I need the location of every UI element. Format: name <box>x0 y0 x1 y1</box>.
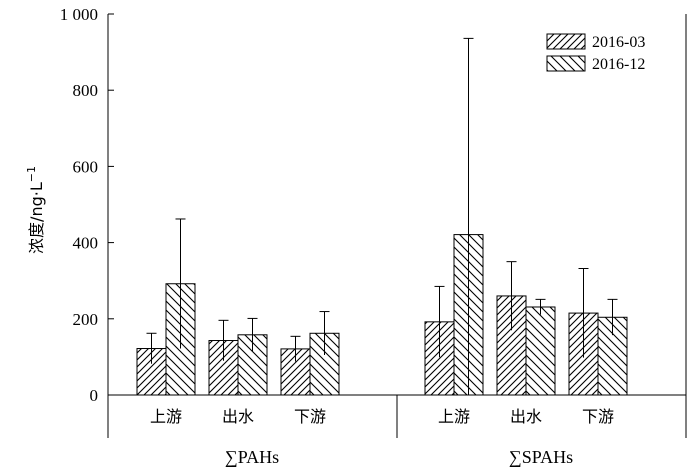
category-labels: 上游 出水 下游 上游 出水 下游 <box>150 407 614 426</box>
y-tick-label: 1 000 <box>60 5 98 24</box>
bar-2016-03 <box>280 348 311 396</box>
legend-swatch-2016-03 <box>546 33 586 50</box>
y-axis-title-text: 浓度/ng·L <box>27 182 46 254</box>
category-label: 出水 <box>510 407 542 426</box>
group-label: ∑SPAHs <box>509 447 573 467</box>
y-tick-label: 800 <box>73 81 99 100</box>
category-label: 下游 <box>582 407 614 426</box>
bar-2016-12 <box>525 306 556 396</box>
legend-label-2016-03: 2016-03 <box>592 34 645 51</box>
y-axis-title-superscript: −1 <box>25 166 38 182</box>
category-label: 上游 <box>150 407 182 426</box>
y-axis: 0 200 400 600 800 1 000 浓度/ng·L−1 <box>25 5 114 438</box>
legend-swatch-2016-12 <box>546 55 586 72</box>
group-label: ∑PAHs <box>225 447 279 467</box>
bar-2016-12 <box>237 334 268 396</box>
y-ticks: 0 200 400 600 800 1 000 <box>60 5 114 405</box>
y-tick-label: 400 <box>73 234 99 253</box>
y-tick-label: 0 <box>90 386 99 405</box>
legend-label-2016-12: 2016-12 <box>592 56 645 73</box>
category-label: 上游 <box>438 407 470 426</box>
bars <box>136 234 628 396</box>
category-label: 下游 <box>294 407 326 426</box>
legend: 2016-03 2016-12 <box>546 33 645 73</box>
group-labels: ∑PAHs ∑SPAHs <box>225 447 573 467</box>
y-tick-label: 600 <box>73 157 99 176</box>
y-tick-label: 200 <box>73 310 99 329</box>
category-label: 出水 <box>222 407 254 426</box>
y-axis-title: 浓度/ng·L−1 <box>25 166 46 254</box>
error-bars <box>146 37 618 395</box>
